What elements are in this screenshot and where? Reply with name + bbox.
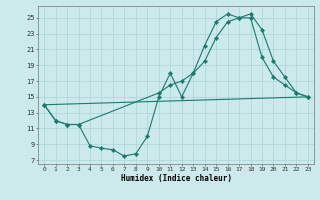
X-axis label: Humidex (Indice chaleur): Humidex (Indice chaleur)	[121, 174, 231, 183]
